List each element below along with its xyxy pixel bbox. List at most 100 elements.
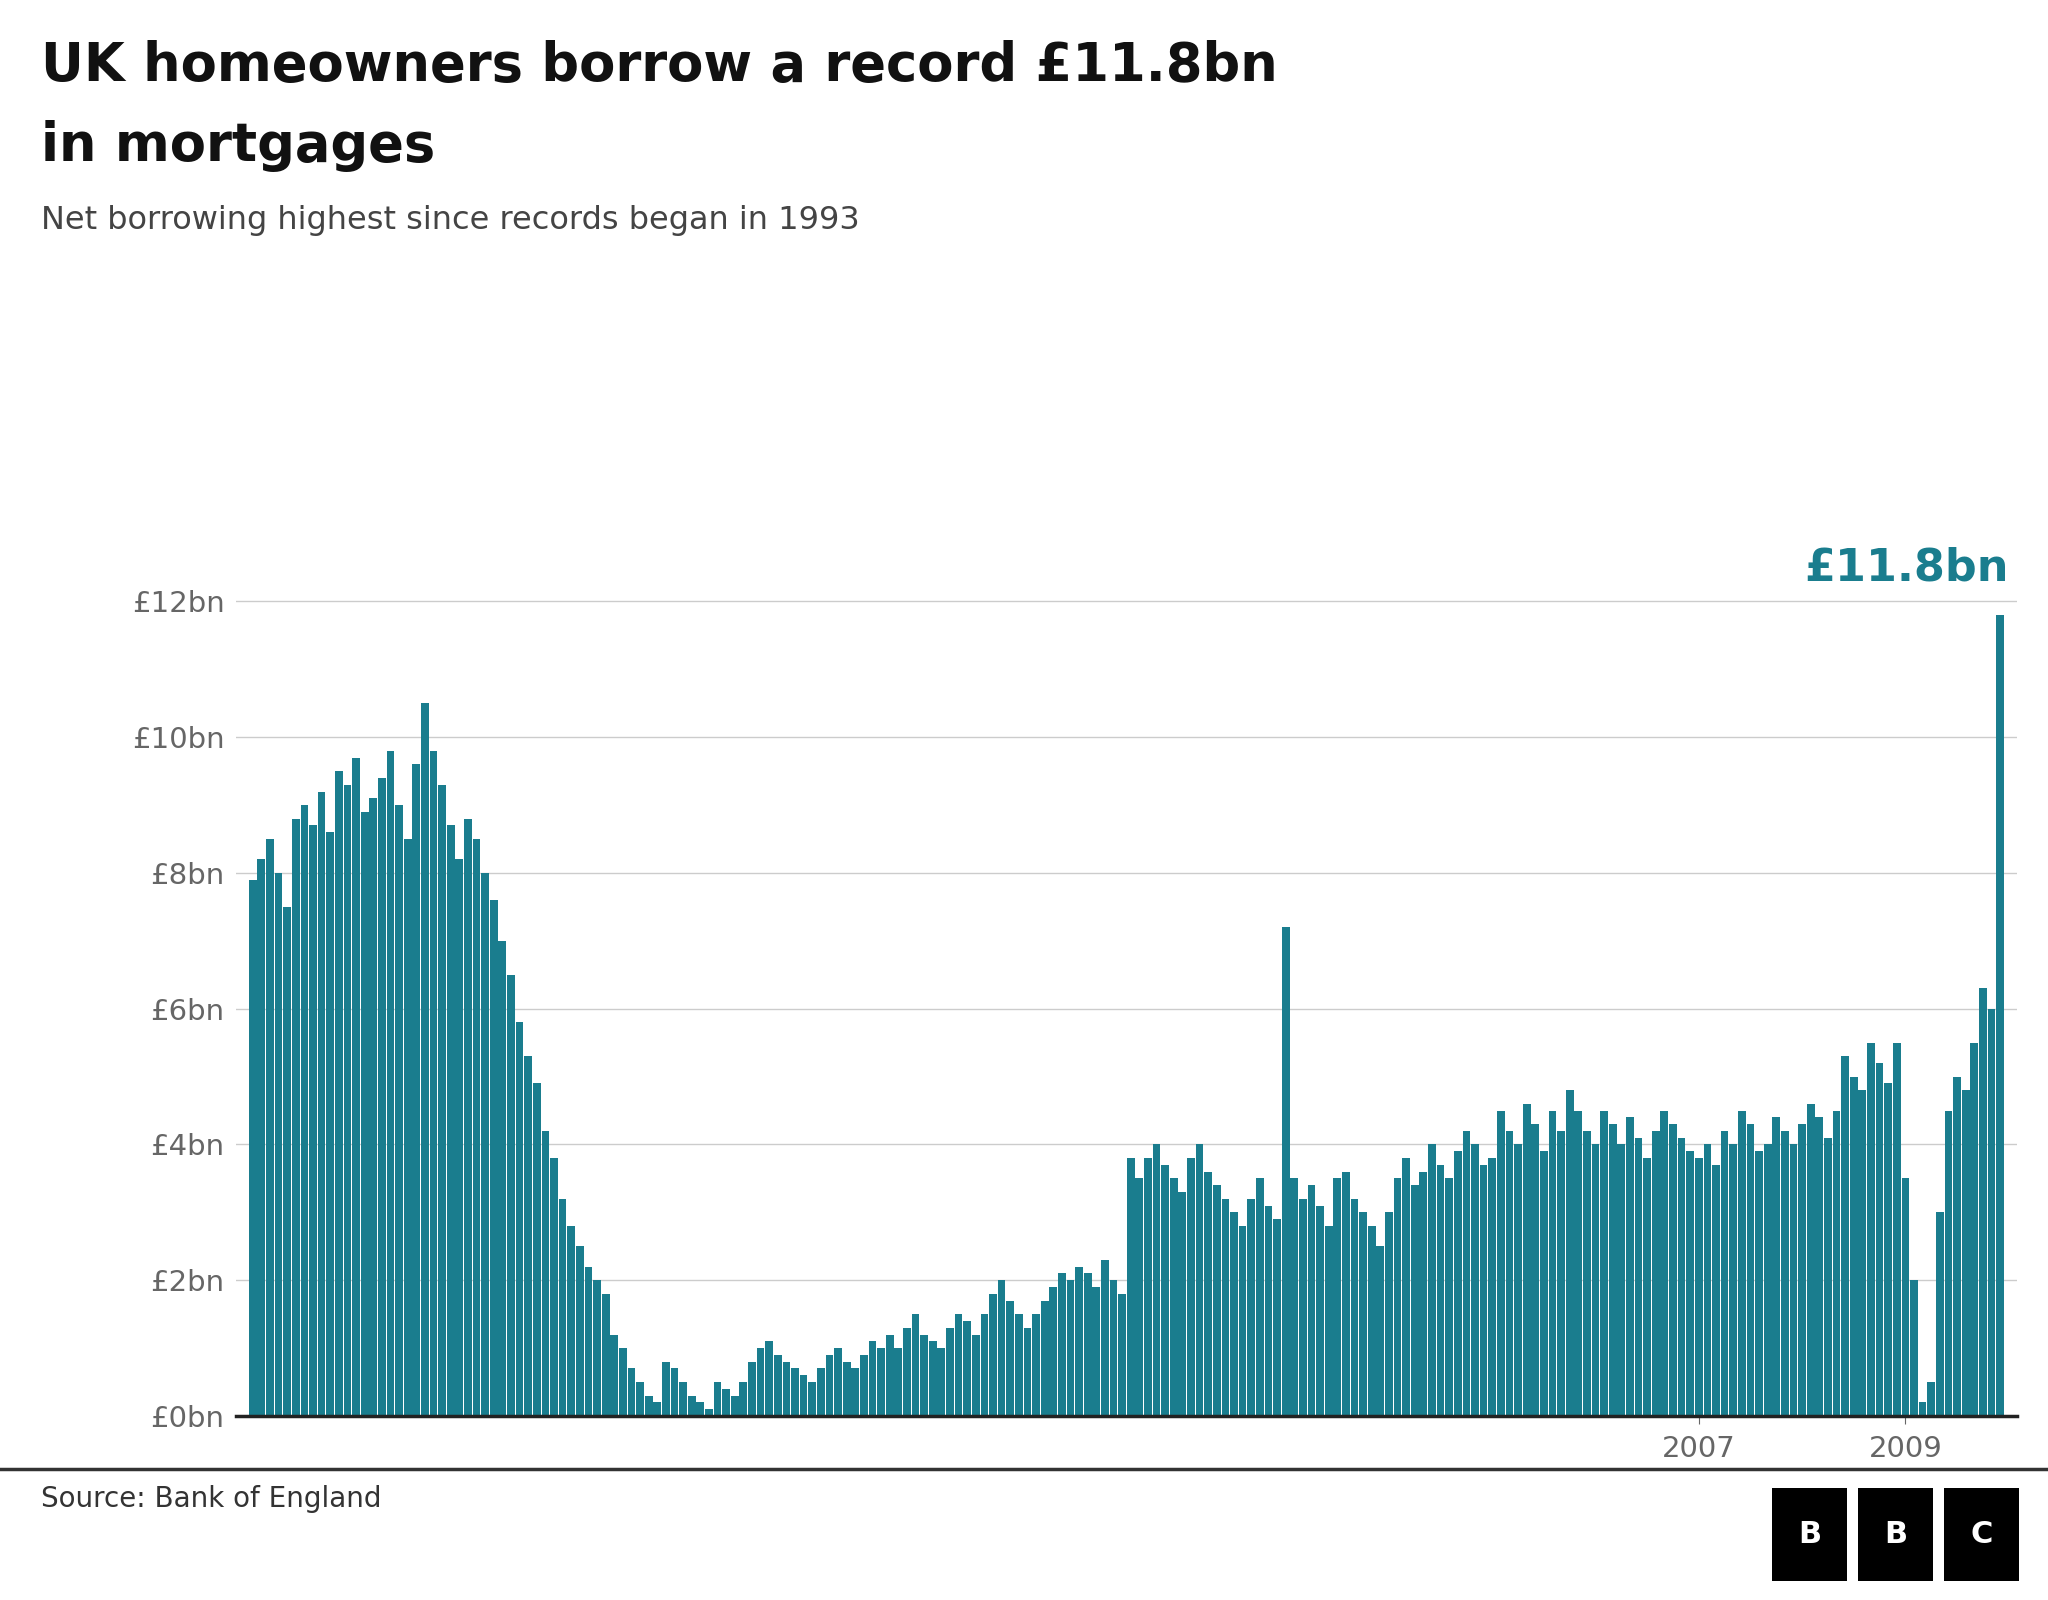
- Bar: [1532, 1125, 1540, 1416]
- Bar: [508, 974, 514, 1416]
- Bar: [997, 1280, 1006, 1416]
- Bar: [1815, 1117, 1823, 1416]
- Bar: [412, 765, 420, 1416]
- Bar: [791, 1368, 799, 1416]
- Bar: [1642, 1158, 1651, 1416]
- Bar: [1325, 1226, 1333, 1416]
- Bar: [1540, 1152, 1548, 1416]
- Text: B: B: [1798, 1520, 1821, 1549]
- Bar: [1403, 1158, 1409, 1416]
- Bar: [774, 1355, 782, 1416]
- Bar: [938, 1349, 946, 1416]
- Bar: [1092, 1286, 1100, 1416]
- Bar: [250, 880, 256, 1416]
- Bar: [989, 1294, 997, 1416]
- Bar: [1524, 1104, 1530, 1416]
- Bar: [293, 819, 299, 1416]
- Bar: [610, 1334, 618, 1416]
- Bar: [1729, 1144, 1737, 1416]
- Bar: [696, 1403, 705, 1416]
- Bar: [559, 1198, 567, 1416]
- Bar: [551, 1158, 557, 1416]
- Bar: [1720, 1131, 1729, 1416]
- Text: C: C: [1970, 1520, 1993, 1549]
- Bar: [766, 1341, 772, 1416]
- Bar: [430, 750, 438, 1416]
- Bar: [1833, 1110, 1841, 1416]
- Bar: [283, 907, 291, 1416]
- Bar: [1231, 1213, 1237, 1416]
- Bar: [1247, 1198, 1255, 1416]
- Bar: [1591, 1144, 1599, 1416]
- Bar: [594, 1280, 600, 1416]
- Bar: [1341, 1171, 1350, 1416]
- Bar: [688, 1395, 696, 1416]
- Bar: [1618, 1144, 1626, 1416]
- Bar: [1884, 1083, 1892, 1416]
- Bar: [1677, 1138, 1686, 1416]
- Bar: [1575, 1110, 1583, 1416]
- Bar: [532, 1083, 541, 1416]
- Bar: [1747, 1125, 1755, 1416]
- Bar: [1126, 1158, 1135, 1416]
- Bar: [662, 1362, 670, 1416]
- Bar: [1610, 1125, 1616, 1416]
- Bar: [895, 1349, 903, 1416]
- Bar: [954, 1314, 963, 1416]
- Bar: [1059, 1274, 1065, 1416]
- Bar: [1083, 1274, 1092, 1416]
- Bar: [877, 1349, 885, 1416]
- Bar: [326, 832, 334, 1416]
- Bar: [360, 811, 369, 1416]
- Bar: [739, 1382, 748, 1416]
- Bar: [1849, 1077, 1858, 1416]
- Bar: [1892, 1043, 1901, 1416]
- Bar: [1583, 1131, 1591, 1416]
- Bar: [1411, 1186, 1419, 1416]
- Bar: [981, 1314, 989, 1416]
- Bar: [1935, 1213, 1944, 1416]
- Bar: [911, 1314, 920, 1416]
- Bar: [1204, 1171, 1212, 1416]
- Bar: [920, 1334, 928, 1416]
- Bar: [446, 826, 455, 1416]
- Bar: [1438, 1165, 1444, 1416]
- Bar: [903, 1328, 911, 1416]
- Bar: [1997, 614, 2003, 1416]
- Bar: [1446, 1179, 1454, 1416]
- Bar: [637, 1382, 643, 1416]
- Bar: [973, 1334, 979, 1416]
- Bar: [1954, 1077, 1960, 1416]
- Bar: [1686, 1152, 1694, 1416]
- Bar: [481, 874, 489, 1416]
- Bar: [1489, 1158, 1497, 1416]
- Bar: [1470, 1144, 1479, 1416]
- Bar: [1772, 1117, 1780, 1416]
- Bar: [1282, 928, 1290, 1416]
- Bar: [653, 1403, 662, 1416]
- Bar: [1661, 1110, 1669, 1416]
- Bar: [1419, 1171, 1427, 1416]
- Bar: [1876, 1062, 1884, 1416]
- Bar: [352, 757, 360, 1416]
- Bar: [1212, 1186, 1221, 1416]
- Bar: [1755, 1152, 1763, 1416]
- Bar: [1188, 1158, 1194, 1416]
- Bar: [1599, 1110, 1608, 1416]
- Bar: [817, 1368, 825, 1416]
- Bar: [713, 1382, 721, 1416]
- Bar: [1497, 1110, 1505, 1416]
- Bar: [844, 1362, 850, 1416]
- Bar: [834, 1349, 842, 1416]
- Bar: [422, 704, 428, 1416]
- Bar: [1626, 1117, 1634, 1416]
- Bar: [1118, 1294, 1126, 1416]
- Bar: [1145, 1158, 1151, 1416]
- Bar: [274, 874, 283, 1416]
- Bar: [317, 792, 326, 1416]
- Bar: [1255, 1179, 1264, 1416]
- Bar: [782, 1362, 791, 1416]
- Bar: [705, 1410, 713, 1416]
- Bar: [1704, 1144, 1712, 1416]
- Bar: [887, 1334, 893, 1416]
